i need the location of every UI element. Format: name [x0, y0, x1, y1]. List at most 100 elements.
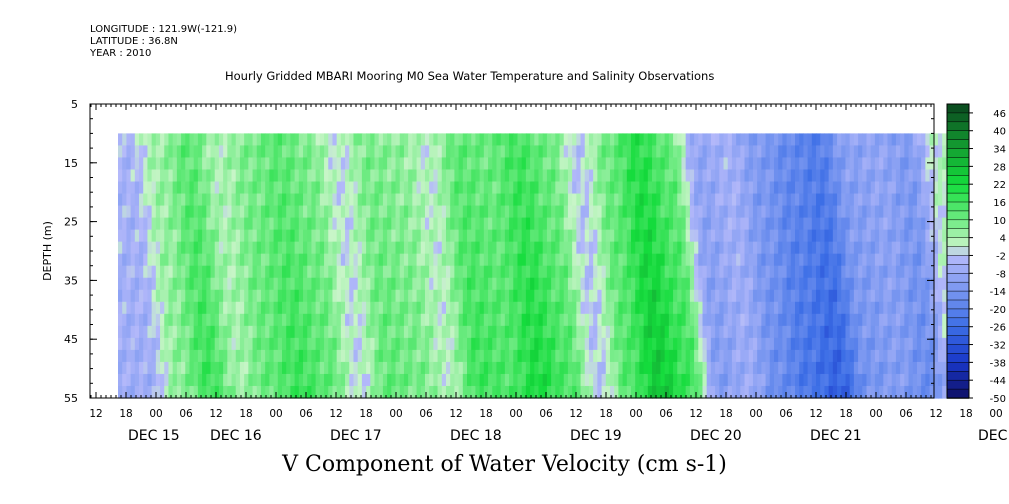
- heatmap-cell: [908, 253, 914, 267]
- heatmap-cell: [803, 325, 809, 339]
- heatmap-cell: [744, 133, 750, 147]
- heatmap-cell: [769, 325, 775, 339]
- heatmap-cell: [286, 325, 291, 339]
- heatmap-cell: [681, 301, 687, 315]
- heatmap-cell: [551, 277, 556, 291]
- heatmap-cell: [816, 157, 821, 171]
- x-tick-label: 12: [689, 408, 702, 420]
- heatmap-cell: [807, 325, 813, 339]
- heatmap-cell: [227, 229, 233, 243]
- heatmap-cell: [424, 277, 430, 291]
- heatmap-cell: [164, 361, 170, 375]
- heatmap-cell: [311, 205, 317, 219]
- heatmap-cell: [567, 229, 573, 243]
- heatmap-cell: [660, 337, 666, 351]
- heatmap-cell: [622, 193, 628, 207]
- heatmap-cell: [534, 361, 540, 375]
- heatmap-cell: [601, 169, 607, 183]
- heatmap-cell: [496, 385, 502, 399]
- heatmap-cell: [147, 361, 153, 375]
- heatmap-cell: [563, 265, 569, 279]
- heatmap-cell: [752, 193, 758, 207]
- heatmap-cell: [731, 349, 737, 363]
- heatmap-cell: [445, 169, 451, 183]
- heatmap-cell: [904, 253, 910, 267]
- heatmap-cell: [475, 241, 481, 255]
- heatmap-cell: [740, 301, 746, 315]
- heatmap-cell: [176, 361, 182, 375]
- heatmap-cell: [811, 205, 817, 219]
- heatmap-cell: [218, 349, 224, 363]
- heatmap-cell: [904, 169, 910, 183]
- heatmap-cell: [282, 157, 287, 171]
- heatmap-cell: [420, 241, 426, 255]
- heatmap-cell: [593, 337, 598, 351]
- heatmap-cell: [429, 253, 434, 267]
- heatmap-cell: [605, 181, 611, 195]
- heatmap-cell: [542, 241, 548, 255]
- heatmap-cell: [328, 349, 334, 363]
- heatmap-cell: [677, 385, 683, 399]
- y-tick-label: 25: [64, 216, 78, 229]
- heatmap-cell: [349, 217, 355, 231]
- heatmap-cell: [488, 133, 493, 147]
- heatmap-cell: [748, 337, 754, 351]
- heatmap-cell: [904, 229, 910, 243]
- heatmap-cell: [837, 241, 842, 255]
- heatmap-cell: [908, 217, 914, 231]
- heatmap-cell: [937, 361, 943, 375]
- heatmap-cell: [307, 169, 313, 183]
- heatmap-cell: [639, 169, 645, 183]
- heatmap-cell: [593, 289, 598, 303]
- heatmap-cell: [492, 205, 498, 219]
- heatmap-cell: [172, 361, 178, 375]
- heatmap-cell: [933, 349, 939, 363]
- heatmap-cell: [454, 181, 460, 195]
- heatmap-cell: [593, 229, 598, 243]
- heatmap-cell: [803, 313, 809, 327]
- heatmap-cell: [231, 325, 237, 339]
- heatmap-cell: [912, 229, 918, 243]
- heatmap-cell: [248, 157, 254, 171]
- heatmap-cell: [496, 229, 502, 243]
- heatmap-cell: [698, 373, 704, 387]
- heatmap-cell: [504, 133, 510, 147]
- heatmap-cell: [332, 265, 338, 279]
- heatmap-cell: [870, 181, 876, 195]
- heatmap-cell: [752, 217, 758, 231]
- heatmap-cell: [361, 373, 367, 387]
- heatmap-cell: [256, 277, 262, 291]
- heatmap-cell: [294, 241, 300, 255]
- heatmap-cell: [353, 169, 359, 183]
- heatmap-cell: [895, 301, 901, 315]
- heatmap-cell: [218, 289, 224, 303]
- heatmap-cell: [584, 361, 590, 375]
- heatmap-cell: [761, 385, 767, 399]
- heatmap-cell: [244, 289, 249, 303]
- heatmap-cell: [332, 325, 338, 339]
- heatmap-cell: [731, 217, 737, 231]
- heatmap-cell: [462, 241, 468, 255]
- heatmap-cell: [504, 313, 510, 327]
- heatmap-cell: [252, 133, 258, 147]
- heatmap-cell: [307, 229, 313, 243]
- heatmap-cell: [925, 385, 931, 399]
- heatmap-cell: [668, 217, 674, 231]
- heatmap-cell: [631, 349, 636, 363]
- heatmap-cell: [366, 229, 371, 243]
- heatmap-cell: [916, 385, 922, 399]
- heatmap-cell: [698, 313, 704, 327]
- heatmap-cell: [399, 373, 405, 387]
- heatmap-cell: [160, 289, 165, 303]
- heatmap-cell: [874, 349, 880, 363]
- heatmap-cell: [479, 181, 485, 195]
- heatmap-cell: [908, 205, 914, 219]
- heatmap-cell: [593, 265, 598, 279]
- heatmap-cell: [311, 265, 317, 279]
- heatmap-cell: [900, 169, 905, 183]
- heatmap-cell: [467, 241, 472, 255]
- heatmap-cell: [462, 157, 468, 171]
- heatmap-cell: [567, 205, 573, 219]
- heatmap-cell: [761, 337, 767, 351]
- heatmap-cell: [151, 253, 157, 267]
